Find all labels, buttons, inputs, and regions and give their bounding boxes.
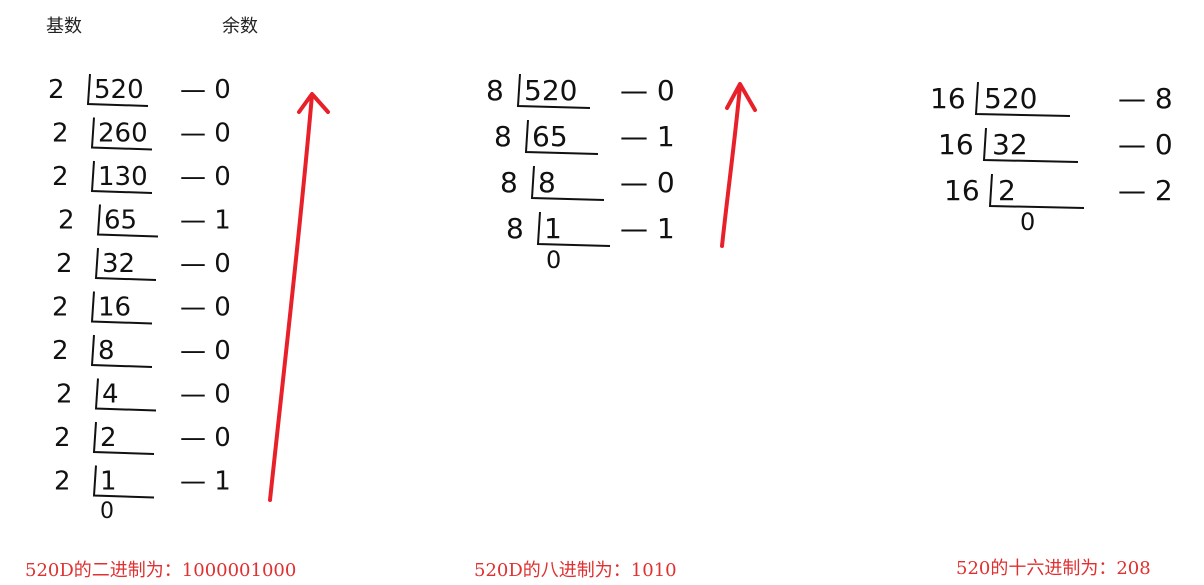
dividend-value: 520 — [94, 75, 144, 105]
division-bracket — [516, 73, 591, 109]
divisor-label: 2 — [56, 249, 73, 279]
final-quotient: 0 — [546, 246, 561, 274]
division-bracket — [90, 117, 153, 151]
octal-division-column: 8 520— 08 65— 18 8— 08 1— 10 — [486, 73, 675, 274]
division-bracket — [530, 165, 605, 201]
division-bracket — [92, 465, 155, 499]
hex-division-column: 16 520 — 8 16 32 — 0 16 2 — 2 0 — [930, 81, 1173, 236]
dividend-value: 32 — [102, 249, 135, 279]
header-base: 基数 — [46, 16, 82, 37]
remainder-value: — 1 — [620, 120, 675, 153]
hex-result-caption: 520的十六进制为：208 — [956, 558, 1151, 579]
division-bracket — [90, 160, 153, 194]
remainder-value: — 0 — [1118, 128, 1173, 161]
arrow-up-octal — [720, 84, 742, 248]
divisor-label: 2 — [52, 293, 69, 323]
dividend-value: 8 — [98, 336, 115, 366]
remainder-value: — 1 — [620, 212, 675, 245]
divisor-label: 2 — [58, 206, 75, 236]
divisor-label: 2 — [52, 162, 69, 192]
remainder-value: — 0 — [180, 162, 231, 192]
remainder-value: — 2 — [1118, 174, 1173, 207]
remainder-value: — 0 — [180, 380, 231, 410]
division-bracket — [96, 204, 159, 238]
dividend-value: 8 — [538, 166, 556, 199]
dividend-value: 520 — [524, 74, 577, 107]
binary-division-column: 2 520 — 0 2 260 — 0 2 130 — 0 2 65 — 1 2 32 — 0 2 16 — 0 2… — [48, 73, 231, 524]
division-bracket — [94, 247, 157, 281]
final-quotient: 0 — [1020, 208, 1035, 236]
divisor-label: 16 — [930, 82, 966, 115]
divisor-label: 8 — [506, 212, 524, 245]
dividend-value: 260 — [98, 119, 148, 149]
dividend-value: 1 — [544, 212, 562, 245]
remainder-value: — 0 — [180, 423, 231, 453]
remainder-value: — 0 — [180, 293, 231, 323]
divisor-label: 2 — [52, 336, 69, 366]
dividend-value: 1 — [100, 467, 117, 497]
divisor-label: 2 — [56, 380, 73, 410]
remainder-value: — 0 — [180, 119, 231, 149]
dividend-value: 16 — [98, 293, 131, 323]
divisor-label: 8 — [494, 120, 512, 153]
arrow-head-binary — [297, 92, 330, 114]
division-bracket — [536, 211, 611, 247]
divisor-label: 8 — [500, 166, 518, 199]
division-bracket — [94, 378, 157, 412]
remainder-value: — 0 — [180, 249, 231, 279]
divisor-label: 16 — [944, 174, 980, 207]
remainder-value: — 8 — [1118, 82, 1173, 115]
divisor-label: 2 — [48, 75, 65, 105]
dividend-value: 520 — [984, 82, 1037, 115]
binary-result-caption: 520D的二进制为：1000001000 — [25, 560, 297, 581]
remainder-value: — 0 — [180, 336, 231, 366]
dividend-value: 4 — [102, 380, 119, 410]
remainder-value: — 1 — [180, 206, 231, 236]
dividend-value: 2 — [100, 423, 117, 453]
remainder-value: — 1 — [180, 467, 231, 497]
remainder-value: — 0 — [620, 166, 675, 199]
arrow-head-octal — [725, 82, 757, 112]
divisor-label: 2 — [54, 423, 71, 453]
arrow-up-binary — [268, 93, 314, 502]
octal-result-caption: 520D的八进制为：1010 — [474, 560, 677, 581]
division-bracket — [92, 421, 155, 455]
division-bracket — [974, 81, 1071, 117]
dividend-value: 130 — [98, 162, 148, 192]
divisor-label: 8 — [486, 74, 504, 107]
remainder-value: — 0 — [620, 74, 675, 107]
division-bracket — [524, 119, 599, 155]
division-bracket — [982, 127, 1079, 163]
division-bracket — [86, 73, 149, 107]
final-quotient: 0 — [100, 499, 114, 524]
division-bracket — [90, 334, 153, 368]
dividend-value: 65 — [104, 206, 137, 236]
remainder-value: — 0 — [180, 75, 231, 105]
division-bracket — [988, 173, 1085, 209]
dividend-value: 65 — [532, 120, 568, 153]
divisor-label: 2 — [54, 467, 71, 497]
divisor-label: 2 — [52, 119, 69, 149]
division-bracket — [90, 291, 153, 325]
dividend-value: 2 — [998, 174, 1016, 207]
divisor-label: 16 — [938, 128, 974, 161]
dividend-value: 32 — [992, 128, 1028, 161]
header-remainder: 余数 — [222, 16, 258, 37]
